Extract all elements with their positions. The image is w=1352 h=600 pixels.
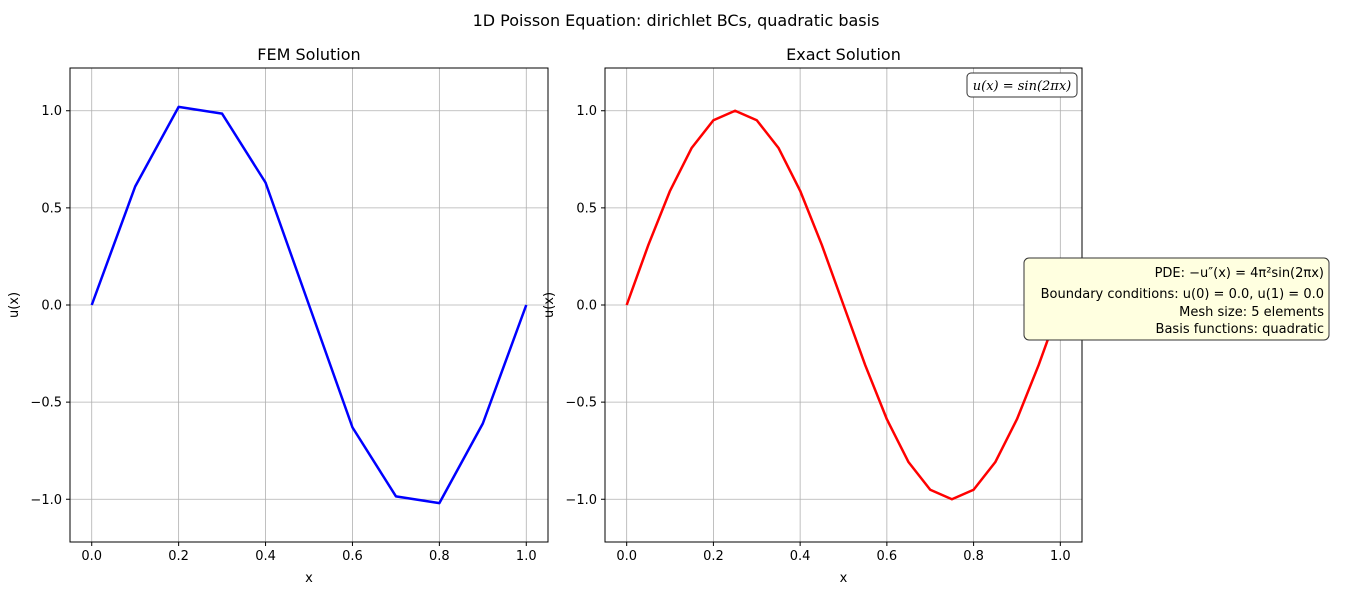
fem-xtick-label: 0.0 (81, 549, 102, 564)
fem-ytick-label: 0.0 (41, 299, 62, 314)
exact-xtick-label: 1.0 (1050, 549, 1071, 564)
exact-title: Exact Solution (786, 45, 901, 64)
info-box-frame (1023, 257, 1330, 341)
exact-xtick-label: 0.8 (963, 549, 984, 564)
exact-xtick-label: 0.6 (877, 549, 898, 564)
fem-ytick-label: 0.5 (41, 201, 62, 216)
exact-ytick-label: 0.0 (576, 299, 597, 314)
info-line-bcs: Boundary conditions: u(0) = 0.0, u(1) = … (1041, 287, 1324, 302)
fem-ytick-label: 1.0 (41, 104, 62, 119)
fem-solution-panel: 0.0 0.2 0.4 0.6 0.8 1.0 −1.0 −0.5 0.0 0.5 1.0 FEM S… (7, 45, 549, 586)
fem-xlabel: x (305, 571, 313, 586)
info-line-basis: Basis functions: quadratic (1156, 322, 1324, 337)
exact-xtick-label: 0.0 (616, 549, 637, 564)
info-box: PDE: −u″(x) = 4π²sin(2πx) Boundary condi… (1023, 257, 1330, 341)
exact-xtick-label: 0.4 (790, 549, 811, 564)
fem-xtick-label: 1.0 (516, 549, 537, 564)
exact-ylabel: u(x) (542, 292, 557, 318)
exact-solution-panel: 0.0 0.2 0.4 0.6 0.8 1.0 −1.0 −0.5 0.0 0.5 1.0 Exact… (542, 45, 1083, 586)
fem-xtick-label: 0.4 (255, 549, 276, 564)
exact-xtick-label: 0.2 (703, 549, 724, 564)
exact-xlabel: x (840, 571, 848, 586)
fem-title: FEM Solution (257, 45, 360, 64)
fem-ylabel: u(x) (7, 292, 22, 318)
fem-xtick-label: 0.2 (168, 549, 189, 564)
exact-ytick-label: 0.5 (576, 201, 597, 216)
exact-ytick-label: 1.0 (576, 104, 597, 119)
fem-ytick-label: −1.0 (30, 493, 62, 508)
info-line-mesh: Mesh size: 5 elements (1179, 305, 1324, 320)
exact-series-line (625, 109, 1062, 501)
info-line-pde: PDE: −u″(x) = 4π²sin(2πx) (1155, 266, 1324, 281)
exact-ytick-label: −0.5 (565, 396, 597, 411)
fem-series-line (90, 105, 528, 505)
exact-ytick-label: −1.0 (565, 493, 597, 508)
fem-ytick-label: −0.5 (30, 396, 62, 411)
fem-xtick-label: 0.8 (429, 549, 450, 564)
fem-xtick-label: 0.6 (342, 549, 363, 564)
exact-equation-label: u(x) = sin(2πx) (973, 79, 1072, 94)
figure-suptitle: 1D Poisson Equation: dirichlet BCs, quad… (473, 11, 880, 30)
exact-equation-box (966, 72, 1078, 98)
